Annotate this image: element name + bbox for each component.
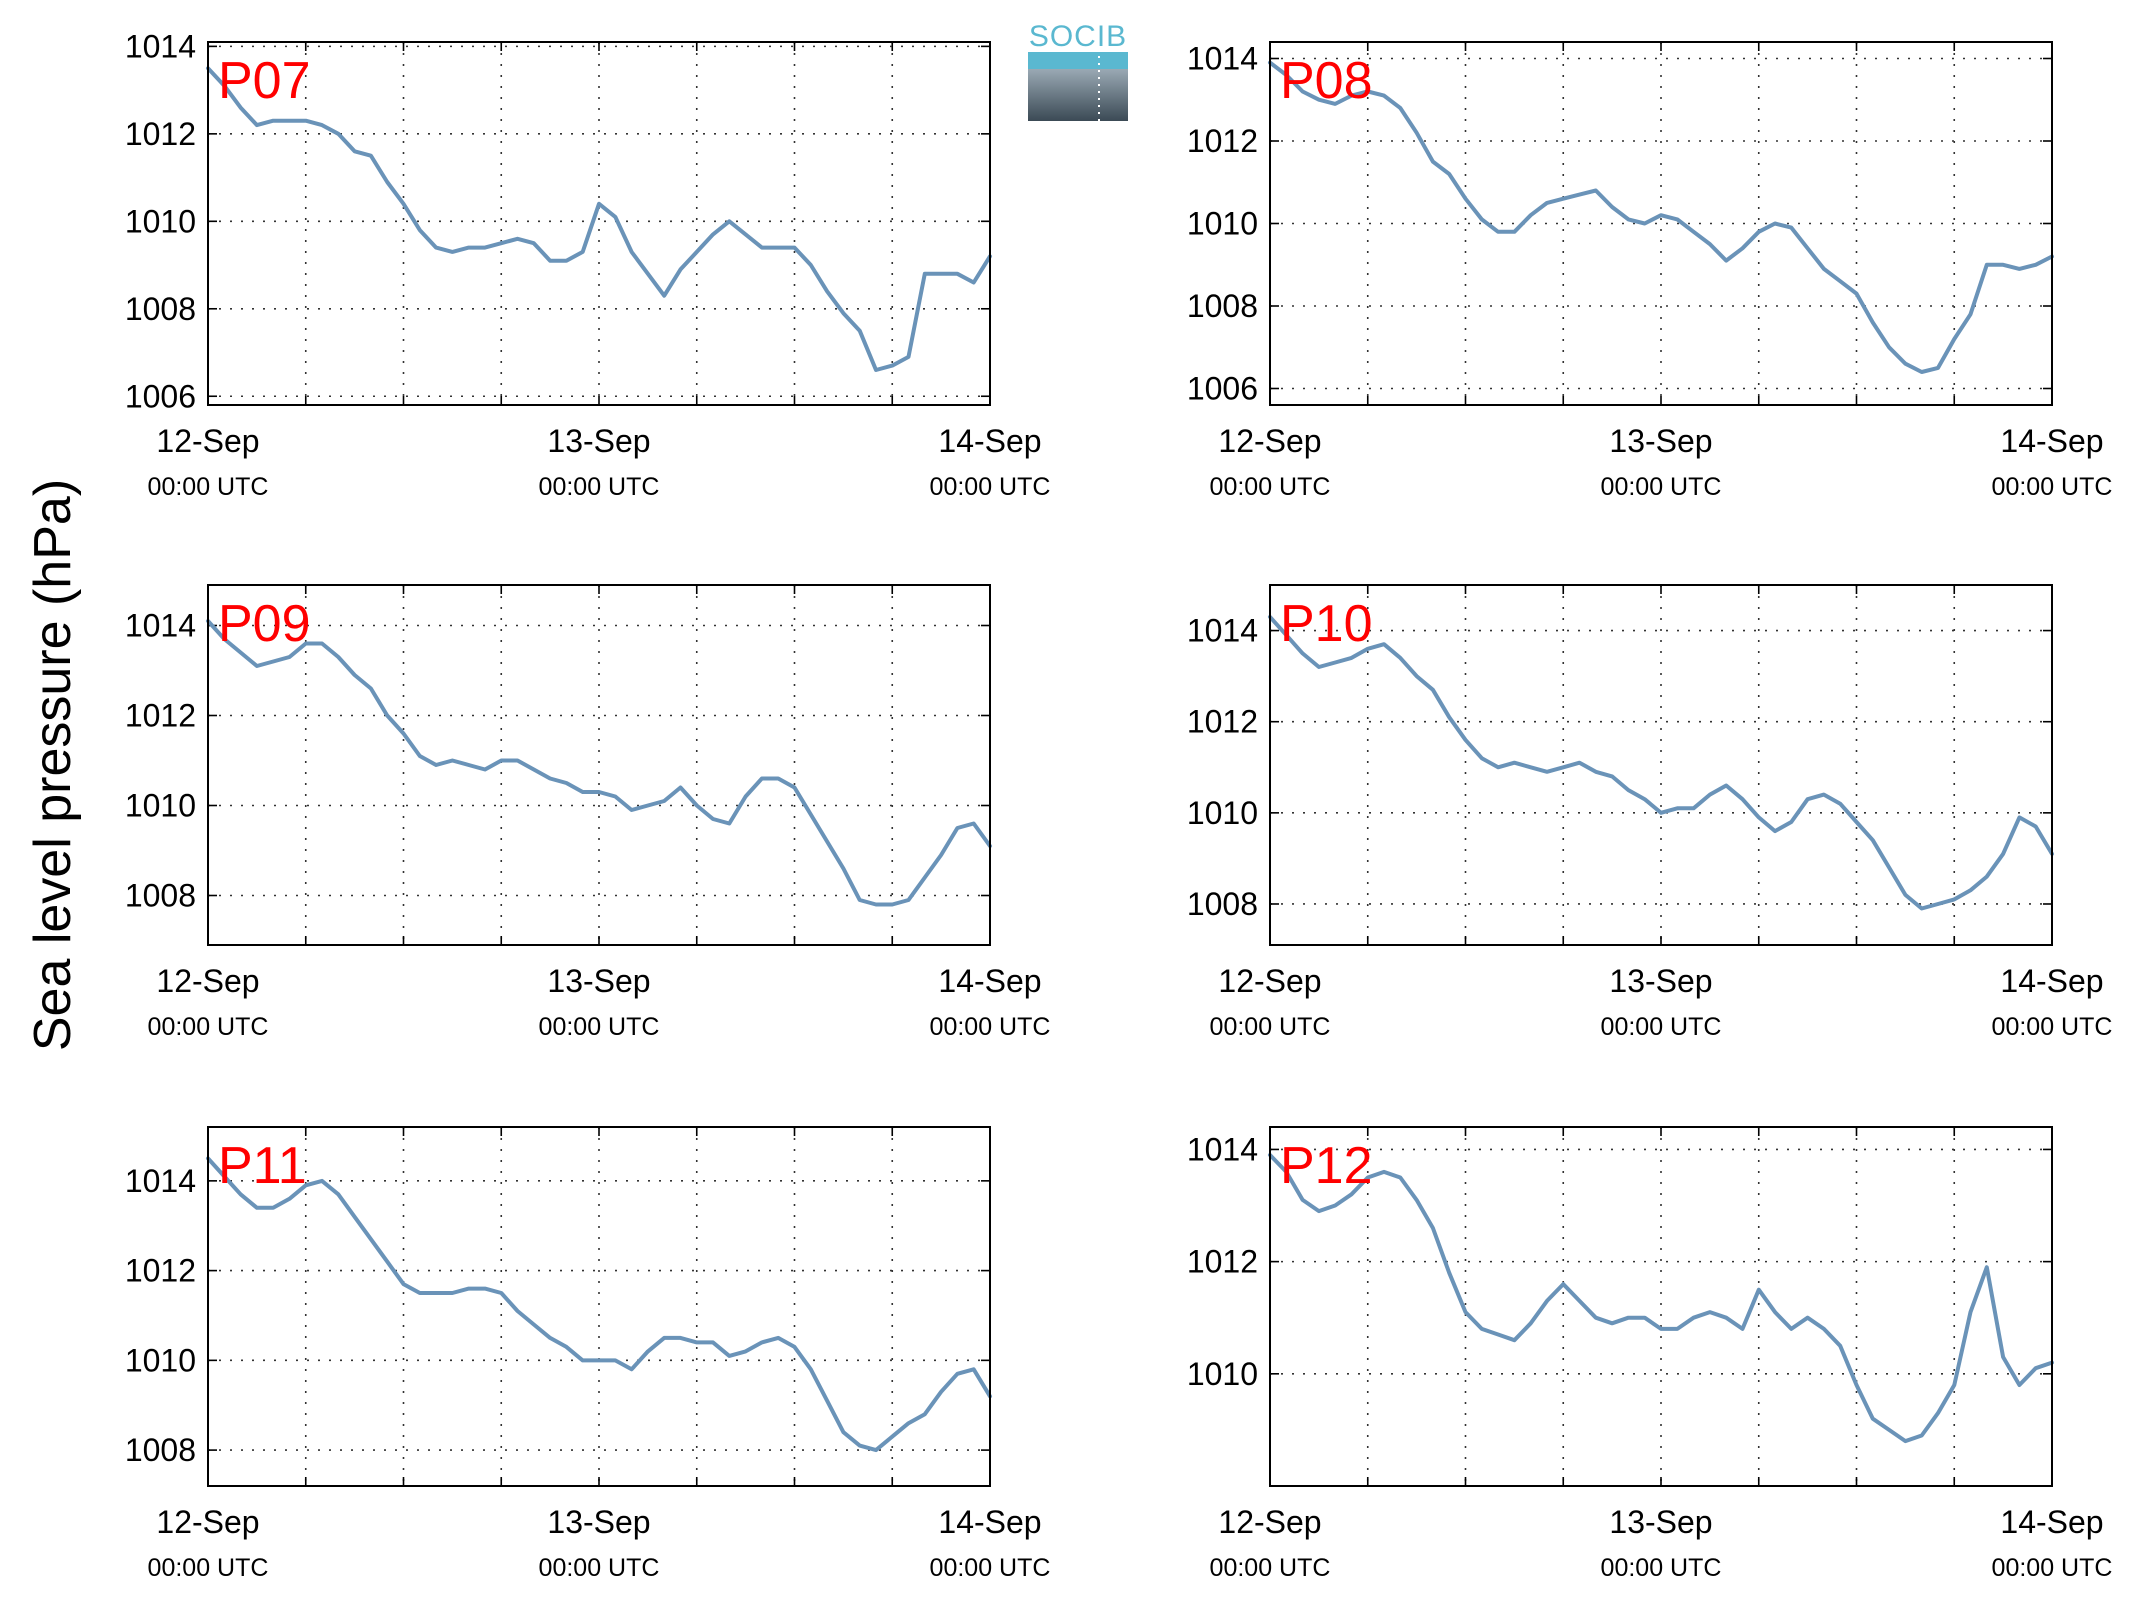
y-tick-label: 1012 bbox=[125, 698, 196, 734]
y-tick-label: 1010 bbox=[1187, 795, 1258, 831]
x-tick-sublabel: 00:00 UTC bbox=[1601, 1013, 1722, 1041]
x-tick-sublabel: 00:00 UTC bbox=[148, 473, 269, 501]
y-tick-label: 1014 bbox=[1187, 1131, 1258, 1167]
x-tick-sublabel: 00:00 UTC bbox=[1992, 473, 2113, 501]
y-tick-label: 1010 bbox=[1187, 206, 1258, 242]
y-tick-label: 1006 bbox=[1187, 371, 1258, 407]
x-tick-label: 14-Sep bbox=[2000, 1504, 2103, 1540]
x-tick-sublabel: 00:00 UTC bbox=[539, 1554, 660, 1582]
series-line-p10 bbox=[1268, 614, 2054, 911]
y-tick-label: 1014 bbox=[125, 28, 196, 64]
y-tick-label: 1014 bbox=[125, 608, 196, 644]
y-tick-label: 1008 bbox=[1187, 886, 1258, 922]
plot-frame bbox=[207, 41, 991, 406]
panel-label: P10 bbox=[1280, 595, 1373, 653]
x-tick-label: 13-Sep bbox=[547, 423, 650, 459]
x-tick-label: 14-Sep bbox=[2000, 963, 2103, 999]
x-tick-label: 14-Sep bbox=[938, 423, 1041, 459]
y-tick-label: 1010 bbox=[125, 788, 196, 824]
panel-label: P09 bbox=[218, 595, 311, 653]
panel-label: P07 bbox=[218, 52, 311, 110]
x-tick-label: 12-Sep bbox=[1218, 423, 1321, 459]
chart-panel-p08: 1006 1008 1010 1012 1014 12-Sep 00:00 UTC 13-Se… bbox=[1187, 41, 2113, 502]
plot-frame bbox=[1269, 584, 2053, 946]
y-tick-label: 1006 bbox=[125, 378, 196, 414]
x-tick-sublabel: 00:00 UTC bbox=[1210, 473, 1331, 501]
y-tick-label: 1010 bbox=[125, 1342, 196, 1378]
y-tick-label: 1012 bbox=[125, 116, 196, 152]
chart-panel-p07: 1006 1008 1010 1012 1014 12-Sep 00:00 UTC 13-Se… bbox=[125, 28, 1051, 501]
x-tick-sublabel: 00:00 UTC bbox=[1992, 1554, 2113, 1582]
x-tick-label: 13-Sep bbox=[1609, 963, 1712, 999]
x-tick-sublabel: 00:00 UTC bbox=[539, 1013, 660, 1041]
x-tick-sublabel: 00:00 UTC bbox=[930, 1013, 1051, 1041]
plot-frame bbox=[207, 584, 991, 946]
chart-panel-p12: 1010 1012 1014 12-Sep 00:00 UTC 13-Sep 00:00 U… bbox=[1187, 1126, 2113, 1582]
y-tick-label: 1008 bbox=[1187, 288, 1258, 324]
x-tick-label: 12-Sep bbox=[156, 963, 259, 999]
plot-frame bbox=[207, 1126, 991, 1487]
x-tick-label: 14-Sep bbox=[938, 1504, 1041, 1540]
x-tick-sublabel: 00:00 UTC bbox=[1992, 1013, 2113, 1041]
chart-panels: 1006 1008 1010 1012 1014 12-Sep 00:00 UTC 13-Se… bbox=[125, 28, 2113, 1582]
chart-panel-p09: 1008 1010 1012 1014 12-Sep 00:00 UTC 13-Sep 00:… bbox=[125, 584, 1051, 1041]
x-tick-sublabel: 00:00 UTC bbox=[1210, 1554, 1331, 1582]
y-tick-label: 1008 bbox=[125, 878, 196, 914]
x-tick-sublabel: 00:00 UTC bbox=[1601, 473, 1722, 501]
y-tick-label: 1008 bbox=[125, 291, 196, 327]
series-line-p12 bbox=[1268, 1153, 2054, 1444]
x-tick-label: 13-Sep bbox=[547, 963, 650, 999]
x-tick-sublabel: 00:00 UTC bbox=[1210, 1013, 1331, 1041]
x-tick-label: 14-Sep bbox=[2000, 423, 2103, 459]
panel-label: P12 bbox=[1280, 1137, 1373, 1195]
y-tick-label: 1014 bbox=[125, 1163, 196, 1199]
x-tick-label: 12-Sep bbox=[156, 1504, 259, 1540]
x-tick-sublabel: 00:00 UTC bbox=[148, 1554, 269, 1582]
chart-panel-p10: 1008 1010 1012 1014 12-Sep 00:00 UTC 13-Sep 00:… bbox=[1187, 584, 2113, 1041]
series-line-p07 bbox=[206, 66, 992, 372]
x-tick-label: 13-Sep bbox=[1609, 423, 1712, 459]
x-tick-sublabel: 00:00 UTC bbox=[539, 473, 660, 501]
y-tick-label: 1014 bbox=[1187, 41, 1258, 77]
logo-text: SOCIB bbox=[1029, 20, 1127, 53]
series-line-p11 bbox=[206, 1156, 992, 1453]
series-line-p08 bbox=[1268, 60, 2054, 374]
chart-panel-p11: 1008 1010 1012 1014 12-Sep 00:00 UTC 13-Sep 00:… bbox=[125, 1126, 1051, 1582]
socib-logo: SOCIB bbox=[1028, 20, 1128, 121]
x-tick-label: 14-Sep bbox=[938, 963, 1041, 999]
y-tick-label: 1012 bbox=[1187, 123, 1258, 159]
plot-frame bbox=[1269, 41, 2053, 406]
x-tick-label: 12-Sep bbox=[1218, 963, 1321, 999]
y-tick-label: 1010 bbox=[125, 203, 196, 239]
series-line-p09 bbox=[206, 619, 992, 907]
y-tick-label: 1014 bbox=[1187, 613, 1258, 649]
x-tick-sublabel: 00:00 UTC bbox=[1601, 1554, 1722, 1582]
y-tick-label: 1012 bbox=[125, 1253, 196, 1289]
x-tick-label: 12-Sep bbox=[156, 423, 259, 459]
y-axis-label: Sea level pressure (hPa) bbox=[24, 479, 82, 1051]
x-tick-label: 12-Sep bbox=[1218, 1504, 1321, 1540]
plot-frame bbox=[1269, 1126, 2053, 1487]
panel-label: P08 bbox=[1280, 52, 1373, 110]
panel-label: P11 bbox=[218, 1137, 307, 1195]
x-tick-label: 13-Sep bbox=[1609, 1504, 1712, 1540]
x-tick-label: 13-Sep bbox=[547, 1504, 650, 1540]
y-tick-label: 1008 bbox=[125, 1432, 196, 1468]
y-tick-label: 1010 bbox=[1187, 1356, 1258, 1392]
y-tick-label: 1012 bbox=[1187, 704, 1258, 740]
y-tick-label: 1012 bbox=[1187, 1244, 1258, 1280]
x-tick-sublabel: 00:00 UTC bbox=[148, 1013, 269, 1041]
x-tick-sublabel: 00:00 UTC bbox=[930, 1554, 1051, 1582]
x-tick-sublabel: 00:00 UTC bbox=[930, 473, 1051, 501]
